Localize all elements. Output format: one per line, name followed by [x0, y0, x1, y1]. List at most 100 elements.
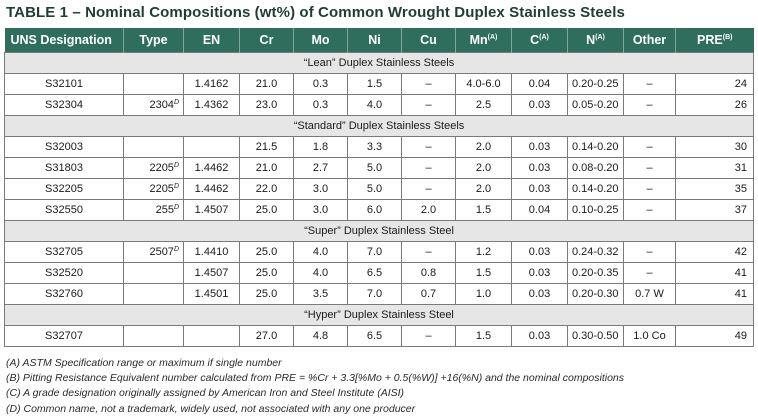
cell-n: 0.14-0.20 — [567, 136, 624, 158]
cell-cu: 0.8 — [401, 262, 456, 284]
column-header: Cu — [401, 28, 456, 53]
cell-value: 1.4362 — [194, 99, 229, 111]
cell-mn: 2.0 — [455, 178, 512, 200]
cell-value: 2.0 — [475, 162, 492, 174]
cell-pre: 26 — [675, 94, 754, 116]
section-heading: “Hyper” Duplex Stainless Steel — [4, 304, 754, 326]
cell-ni: 6.5 — [347, 262, 402, 284]
cell-value: 1.5 — [475, 267, 492, 279]
cell-value: 7.0 — [366, 246, 383, 258]
cell-value: – — [646, 162, 653, 174]
cell-pre: 49 — [675, 325, 754, 347]
cell-value: 1.4410 — [194, 246, 229, 258]
cell-mn: 1.2 — [455, 241, 512, 263]
cell-c: 0.03 — [511, 241, 568, 263]
cell-value: 0.3 — [312, 99, 329, 111]
cell-value: 25.0 — [255, 246, 278, 258]
cell-value: 0.04 — [528, 204, 551, 216]
cell-other: – — [623, 262, 676, 284]
cell-value: 1.0 — [475, 288, 492, 300]
cell-value: 25.0 — [255, 204, 278, 216]
cell-cr: 25.0 — [239, 199, 294, 221]
cell-value: 31 — [734, 162, 747, 174]
cell-value: 5.0 — [366, 162, 383, 174]
cell-value: 0.10-0.25 — [572, 204, 619, 216]
cell-cr: 25.0 — [239, 241, 294, 263]
cell-en: 1.4462 — [183, 157, 240, 179]
cell-other: – — [623, 73, 676, 95]
cell-value: S32760 — [45, 288, 83, 300]
cell-value: 37 — [734, 204, 747, 216]
column-header-footnote: (B) — [722, 34, 733, 41]
column-header-label: Type — [139, 33, 168, 47]
cell-value: 0.24-0.32 — [572, 246, 619, 258]
cell-value: 1.5 — [366, 78, 383, 90]
cell-type — [123, 136, 184, 158]
cell-value: 5.0 — [366, 183, 383, 195]
column-header: Type — [123, 28, 184, 53]
cell-en: 1.4362 — [183, 94, 240, 116]
cell-value: 255 — [155, 204, 174, 216]
table-row: S32760 1.4501 25.0 3.5 7.0 0.7 1.0 0.03 0.20-0.3… — [4, 283, 754, 305]
cell-value: 25.0 — [255, 288, 278, 300]
cell-uns: S32760 — [4, 283, 124, 305]
cell-value: 0.03 — [528, 288, 551, 300]
cell-pre: 41 — [675, 283, 754, 305]
cell-value: 6.0 — [366, 204, 383, 216]
cell-value: 41 — [734, 267, 747, 279]
column-header-footnote: (A) — [539, 34, 549, 41]
cell-value: 26 — [734, 99, 747, 111]
cell-c: 0.03 — [511, 283, 568, 305]
cell-value: 1.4462 — [194, 162, 229, 174]
cell-mo: 1.8 — [293, 136, 348, 158]
cell-value: 24 — [734, 78, 747, 90]
cell-value: 1.4507 — [194, 204, 229, 216]
cell-pre: 31 — [675, 157, 754, 179]
cell-value: 0.7 — [420, 288, 437, 300]
table-row: S32101 1.4162 21.0 0.3 1.5 – 4.0-6.0 0.04 0.20-0… — [4, 73, 754, 95]
type-footnote-marker: D — [173, 246, 179, 253]
cell-value: 2.0 — [420, 204, 437, 216]
cell-cr: 22.0 — [239, 178, 294, 200]
cell-ni: 7.0 — [347, 283, 402, 305]
table-row: S31803 2205D 1.4462 21.0 2.7 5.0 – 2.0 0.03 0.08-… — [4, 157, 754, 179]
cell-value: S32304 — [45, 99, 83, 111]
cell-mn: 2.5 — [455, 94, 512, 116]
cell-value: – — [646, 78, 653, 90]
cell-value: 3.5 — [312, 288, 329, 300]
column-header: N(A) — [567, 28, 624, 53]
cell-value: 0.03 — [528, 162, 551, 174]
cell-c: 0.03 — [511, 157, 568, 179]
cell-other: 1.0 Co — [623, 325, 676, 347]
column-header-label: Mo — [311, 33, 330, 47]
cell-value: 0.03 — [528, 141, 551, 153]
cell-cu: – — [401, 73, 456, 95]
cell-value: – — [646, 246, 653, 258]
cell-value: 2304 — [149, 99, 174, 111]
cell-c: 0.03 — [511, 262, 568, 284]
footnote: (C) A grade designation originally assig… — [6, 387, 405, 400]
section-row: “Lean” Duplex Stainless Steels — [4, 52, 754, 74]
cell-value: 3.3 — [366, 141, 383, 153]
cell-ni: 6.5 — [347, 325, 402, 347]
column-header-label: Mn — [469, 33, 488, 47]
cell-uns: S32705 — [4, 241, 124, 263]
cell-value: S32707 — [45, 330, 83, 342]
cell-value: S32705 — [45, 246, 83, 258]
cell-cu: – — [401, 178, 456, 200]
cell-cr: 23.0 — [239, 94, 294, 116]
cell-other: – — [623, 241, 676, 263]
cell-ni: 4.0 — [347, 94, 402, 116]
cell-cu: 0.7 — [401, 283, 456, 305]
cell-value: 0.04 — [528, 78, 551, 90]
cell-value: 4.0-6.0 — [466, 78, 501, 90]
cell-value: 0.08-0.20 — [572, 162, 619, 174]
cell-value: 0.03 — [528, 183, 551, 195]
cell-n: 0.24-0.32 — [567, 241, 624, 263]
table-row: S32707 27.0 4.8 6.5 – 1.5 0.03 0.30-0.50 1.0 Co 4… — [4, 325, 754, 347]
cell-en: 1.4462 — [183, 178, 240, 200]
section-row: “Super” Duplex Stainless Steel — [4, 220, 754, 242]
cell-value: – — [646, 183, 653, 195]
table-header-row: UNS Designation Type EN Cr Mo Ni Cu Mn(A) C(A) N(… — [4, 28, 754, 53]
cell-mo: 3.0 — [293, 199, 348, 221]
